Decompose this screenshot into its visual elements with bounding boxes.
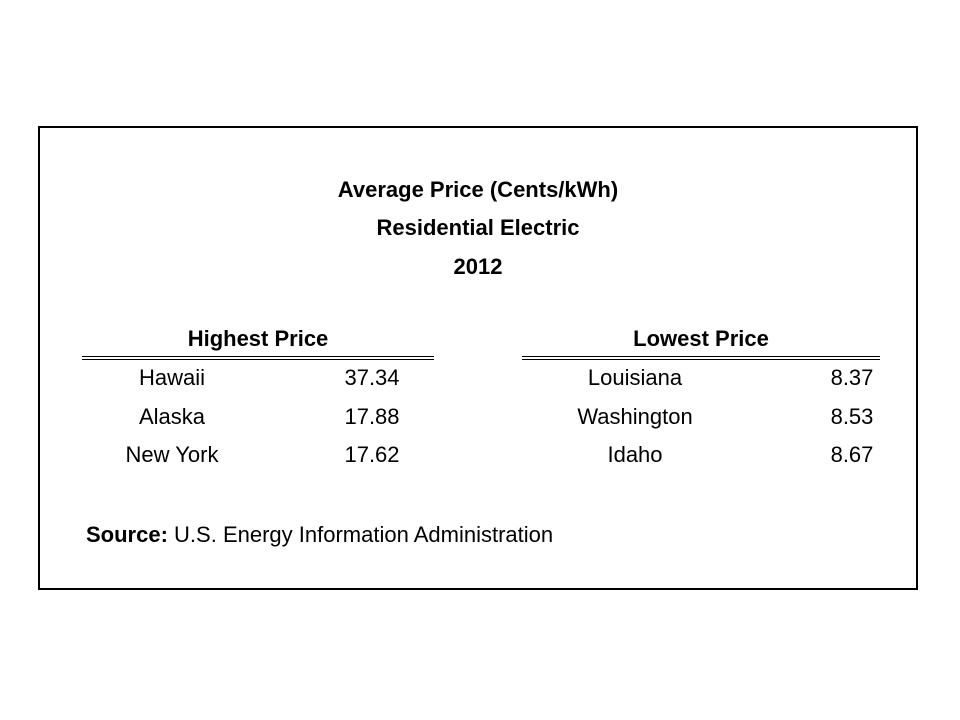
title-line-2: Residential Electric [376,215,580,240]
source-note: Source: U.S. Energy Information Administ… [86,522,553,548]
price-value: 8.53 [830,403,874,429]
state-name: New York [125,442,219,467]
price-value: 17.62 [344,442,400,467]
price-table-card: Average Price (Cents/kWh) Residential El… [38,126,918,590]
state-name: Idaho [607,442,663,467]
price-value: 8.67 [830,442,874,467]
state-name: Alaska [138,403,206,429]
source-label: Source: [86,522,168,547]
table-row: New York 17.62 [82,442,434,481]
lowest-price-section: Lowest Price Louisiana 8.37 Washington 8… [522,326,880,481]
title-year: 2012 [453,254,503,279]
state-name: Washington [577,403,693,429]
title-line-1: Average Price (Cents/kWh) [337,177,619,202]
lowest-price-heading: Lowest Price [633,326,769,351]
lowest-price-list: Louisiana 8.37 Washington 8.53 Idaho 8.6… [522,365,880,481]
price-value: 37.34 [344,365,400,390]
state-name: Louisiana [587,365,683,390]
price-value: 17.88 [344,403,400,429]
table-row: Washington 8.53 [522,404,880,443]
price-value: 8.37 [830,365,874,390]
source-text: U.S. Energy Information Administration [174,522,554,547]
double-rule-divider [522,356,880,360]
table-row: Alaska 17.88 [82,404,434,443]
table-row: Louisiana 8.37 [522,365,880,404]
highest-price-section: Highest Price Hawaii 37.34 Alaska 17.88 … [82,326,434,481]
highest-price-heading: Highest Price [187,326,329,351]
highest-price-list: Hawaii 37.34 Alaska 17.88 New York 17.62 [82,365,434,481]
double-rule-divider [82,356,434,360]
table-row: Idaho 8.67 [522,442,880,481]
table-row: Hawaii 37.34 [82,365,434,404]
state-name: Hawaii [138,365,206,390]
